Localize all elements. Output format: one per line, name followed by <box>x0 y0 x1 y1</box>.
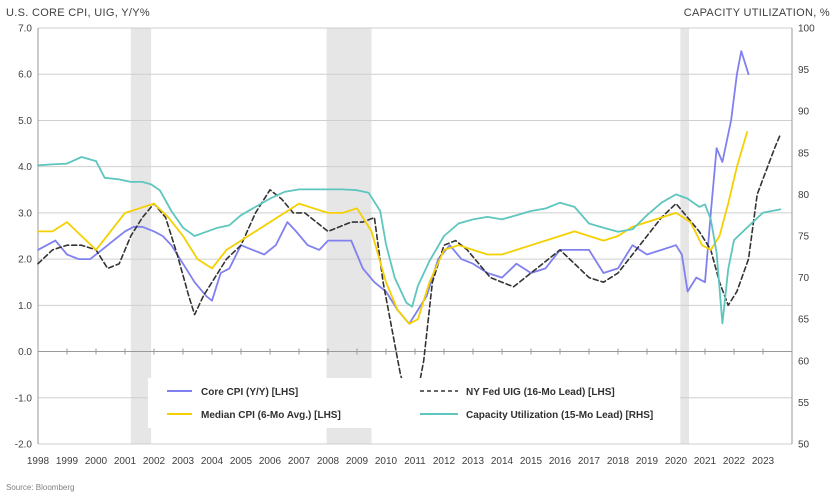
x-tick-label: 1998 <box>27 456 50 467</box>
recession-band-1 <box>130 28 152 444</box>
legend-background <box>148 378 680 428</box>
x-axis: 1998 1999 2000 2001 2002 2003 2004 2005 2006 2007… <box>27 348 775 467</box>
right-tick-label: 60 <box>798 356 810 367</box>
x-tick-label: 2003 <box>172 456 195 467</box>
x-tick-label: 2023 <box>752 456 775 467</box>
x-tick-label: 2012 <box>433 456 456 467</box>
right-tick-label: 80 <box>798 190 810 201</box>
x-tick-label: 2016 <box>549 456 572 467</box>
x-tick-label: 2006 <box>259 456 282 467</box>
legend-label-core-cpi: Core CPI (Y/Y) [LHS] <box>201 387 298 398</box>
legend-label-ny-fed-uig: NY Fed UIG (16-Mo Lead) [LHS] <box>466 387 615 398</box>
right-tick-label: 55 <box>798 398 810 409</box>
x-tick-label: 2019 <box>636 456 659 467</box>
series-lines <box>37 50 782 408</box>
x-tick-label: 1999 <box>56 456 79 467</box>
series-line-median-cpi-6-mo-avg-lhs <box>37 131 748 325</box>
right-tick-label: 70 <box>798 273 810 284</box>
right-y-axis: 50 55 60 65 70 75 80 85 90 95 100 <box>798 24 815 451</box>
right-axis-title: CAPACITY UTILIZATION, % <box>684 7 830 19</box>
recession-band-3 <box>680 28 690 444</box>
left-tick-label: 1.0 <box>18 301 32 312</box>
source-note: Source: Bloomberg <box>6 483 74 492</box>
left-tick-label: 6.0 <box>18 70 32 81</box>
x-tick-label: 2017 <box>578 456 601 467</box>
x-tick-label: 2014 <box>491 456 514 467</box>
x-tick-label: 2002 <box>143 456 166 467</box>
x-tick-label: 2018 <box>607 456 630 467</box>
legend-label-capacity-utilization: Capacity Utilization (15-Mo Lead) [RHS] <box>466 410 653 421</box>
recession-band-2 <box>326 28 372 444</box>
x-tick-label: 2000 <box>85 456 108 467</box>
left-y-axis: -2.0 -1.0 0.0 1.0 2.0 3.0 4.0 5.0 6.0 7.0 <box>15 24 33 451</box>
legend-label-median-cpi: Median CPI (6-Mo Avg.) [LHS] <box>201 410 341 421</box>
x-tick-label: 2009 <box>346 456 369 467</box>
x-tick-label: 2007 <box>288 456 311 467</box>
x-tick-label: 2001 <box>114 456 137 467</box>
x-tick-label: 2021 <box>694 456 717 467</box>
right-tick-label: 90 <box>798 107 810 118</box>
left-tick-label: 3.0 <box>18 208 32 219</box>
x-tick-label: 2005 <box>230 456 253 467</box>
series-line-core-cpi-y-y-lhs <box>37 50 750 325</box>
left-tick-label: 7.0 <box>18 24 32 35</box>
right-tick-label: 75 <box>798 232 810 243</box>
right-tick-label: 95 <box>798 65 810 76</box>
series-line-ny-fed-uig-16-mo-lead-lhs <box>37 133 782 408</box>
left-tick-label: 4.0 <box>18 162 32 173</box>
legend: Core CPI (Y/Y) [LHS] NY Fed UIG (16-Mo L… <box>148 378 680 428</box>
recession-shading <box>130 28 690 444</box>
x-tick-label: 2015 <box>520 456 543 467</box>
right-tick-label: 85 <box>798 148 810 159</box>
left-tick-label: 2.0 <box>18 255 32 266</box>
x-tick-label: 2011 <box>404 456 426 467</box>
left-axis-title: U.S. CORE CPI, UIG, Y/Y% <box>6 7 150 19</box>
left-tick-label: -2.0 <box>15 440 33 451</box>
x-tick-label: 2022 <box>723 456 746 467</box>
x-tick-label: 2013 <box>462 456 485 467</box>
right-tick-label: 65 <box>798 315 810 326</box>
x-tick-label: 2010 <box>375 456 398 467</box>
x-tick-label: 2020 <box>665 456 688 467</box>
x-tick-label: 2008 <box>317 456 340 467</box>
left-tick-label: -1.0 <box>15 393 33 404</box>
left-tick-label: 5.0 <box>18 116 32 127</box>
x-tick-label: 2004 <box>201 456 224 467</box>
right-tick-label: 50 <box>798 440 810 451</box>
left-tick-label: 0.0 <box>18 347 32 358</box>
series-line-capacity-utilization-15-mo-lead-rhs <box>37 156 782 325</box>
right-tick-label: 100 <box>798 24 815 35</box>
